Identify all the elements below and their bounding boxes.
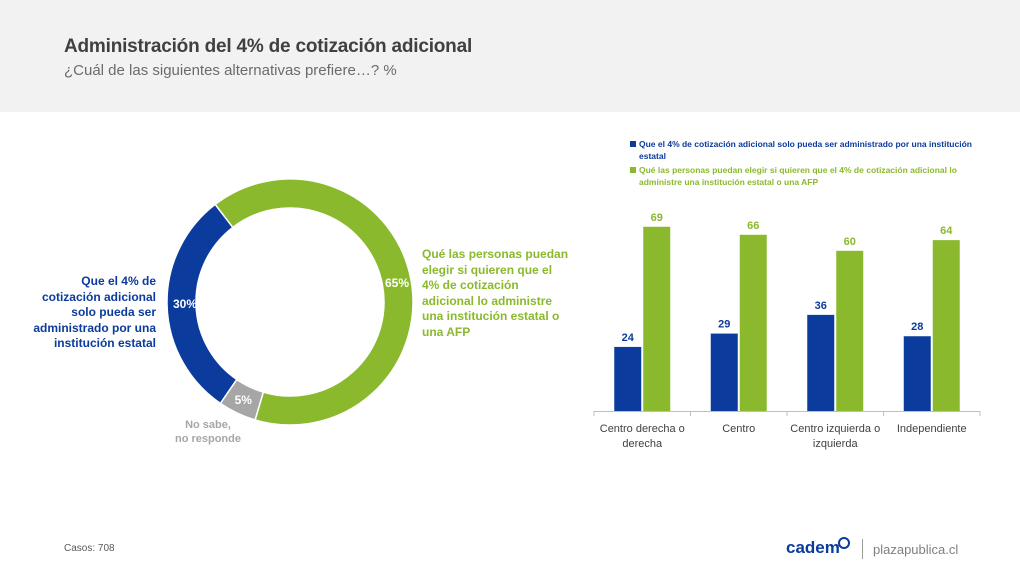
- bar-value-label: 28: [911, 321, 923, 333]
- bar-elegir: [739, 234, 767, 411]
- header-band: Administración del 4% de cotización adic…: [0, 0, 1020, 112]
- x-tick-label: izquierda: [813, 438, 859, 450]
- donut-label-nsnr: No sabe, no responde: [160, 418, 256, 446]
- donut-slice-elegir: [214, 178, 414, 426]
- legend-item-estatal: Que el 4% de cotización adicional solo p…: [630, 138, 975, 162]
- bar-value-label: 36: [815, 300, 827, 312]
- bar-value-label: 66: [747, 220, 759, 232]
- legend-swatch-green: [630, 167, 636, 173]
- x-tick-label: Centro: [722, 423, 755, 435]
- bar-elegir: [643, 226, 671, 411]
- donut-value-estatal: 30%: [173, 297, 197, 311]
- donut-slice-estatal: [166, 203, 238, 405]
- donut-slice-nsnr: [219, 378, 265, 421]
- bar-estatal: [614, 346, 642, 411]
- page-title: Administración del 4% de cotización adic…: [64, 36, 473, 57]
- bar-value-label: 64: [940, 225, 953, 237]
- donut-label-estatal: Que el 4% de cotización adicional solo p…: [33, 274, 156, 350]
- legend-swatch-blue: [630, 141, 636, 147]
- bar-legend: Que el 4% de cotización adicional solo p…: [630, 138, 975, 190]
- legend-label-estatal: Que el 4% de cotización adicional solo p…: [639, 139, 972, 161]
- cases-count: Casos: 708: [64, 543, 115, 554]
- x-tick-label: Independiente: [897, 423, 967, 435]
- bar-elegir: [932, 240, 960, 411]
- donut-value-elegir: 65%: [385, 276, 409, 290]
- bar-value-label: 69: [651, 212, 663, 224]
- x-tick-label: derecha: [622, 438, 663, 450]
- bar-estatal: [710, 333, 738, 411]
- bar-elegir: [836, 250, 864, 411]
- bar-value-label: 29: [718, 319, 730, 331]
- x-tick-label: Centro derecha o: [600, 423, 685, 435]
- cadem-logo: cadem: [786, 538, 840, 557]
- legend-item-elegir: Qué las personas puedan elegir si quiere…: [630, 164, 975, 188]
- bar-value-label: 24: [622, 332, 635, 344]
- plazapublica-link[interactable]: plazapublica.cl: [873, 542, 959, 557]
- donut-label-nsnr-line2: no responde: [174, 433, 241, 445]
- bar-value-label: 60: [844, 236, 856, 248]
- donut-label-nsnr-line1: No sabe,: [185, 419, 231, 431]
- cadem-logo-dot-icon: [838, 537, 850, 549]
- x-tick-label: Centro izquierda o: [790, 423, 880, 435]
- legend-label-elegir: Qué las personas puedan elegir si quiere…: [639, 165, 957, 187]
- donut-value-nsnr: 5%: [235, 393, 253, 407]
- bar-estatal: [807, 314, 835, 411]
- donut-label-elegir: Qué las personas puedan elegir si quiere…: [422, 247, 569, 339]
- footer-divider: [862, 539, 863, 559]
- page-subtitle: ¿Cuál de las siguientes alternativas pre…: [64, 62, 397, 79]
- bar-estatal: [903, 336, 931, 411]
